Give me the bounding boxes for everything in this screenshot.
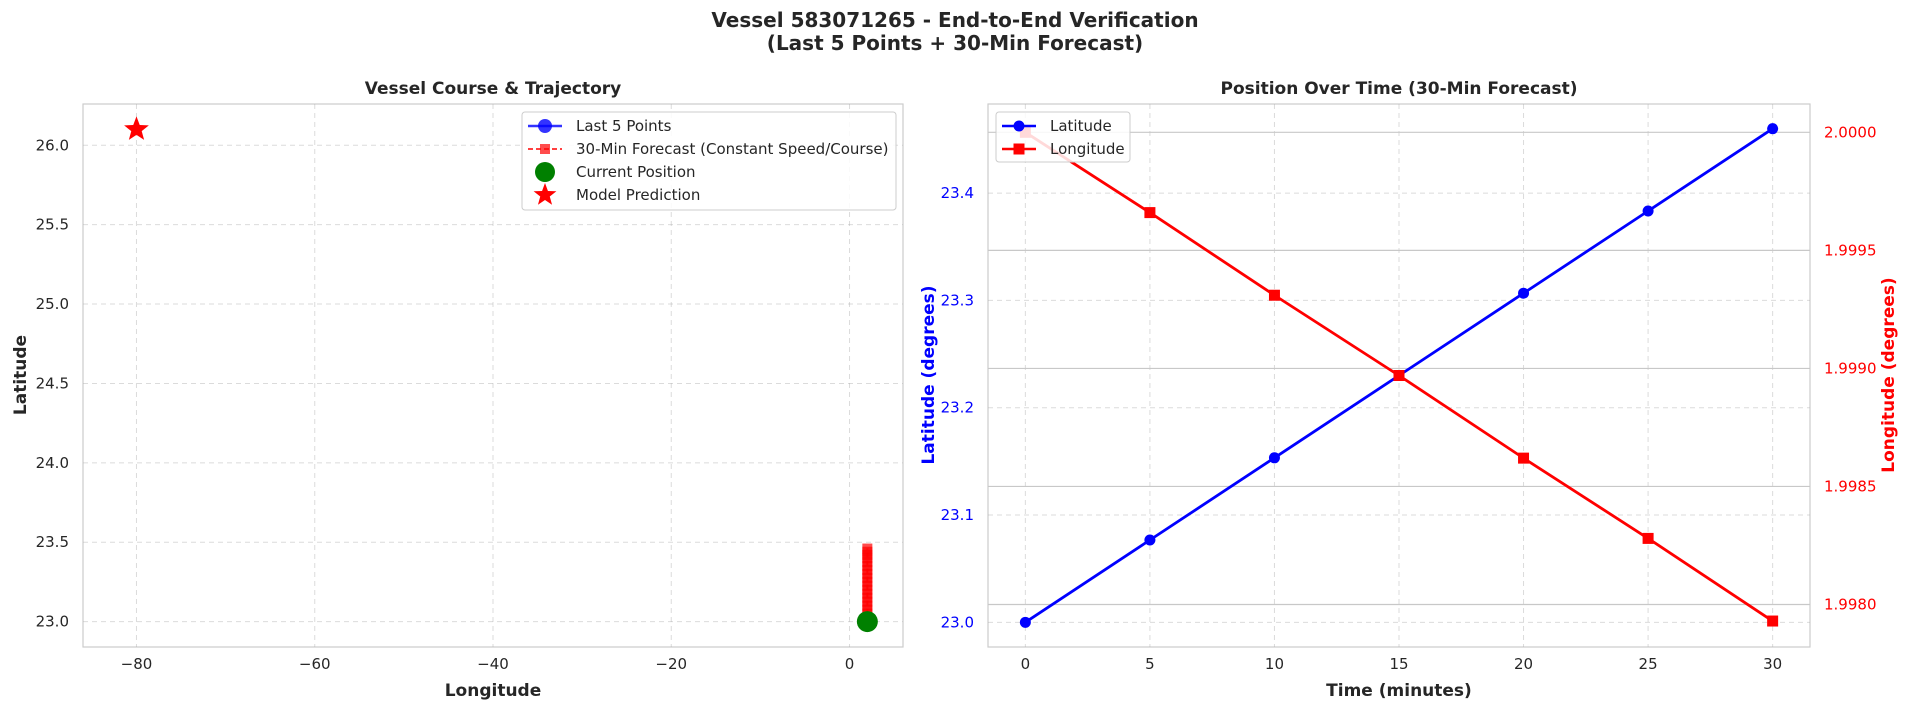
position-time-chart: 0 5 10 15 20 25 30 23.0 23.1 23.2 23.3 23.4 1.9980 1.…: [919, 79, 1899, 701]
longitude-tick-label: 1.9995: [1824, 241, 1877, 259]
legend-item-longitude: Longitude: [1002, 140, 1125, 158]
trajectory-ytick-label: 23.5: [36, 533, 69, 551]
time-tick-label: 10: [1265, 655, 1284, 673]
latitude-point: [1642, 205, 1654, 217]
legend-marker-prediction: [533, 183, 557, 205]
trajectory-ytick-label: 24.5: [36, 374, 69, 392]
legend-item-model-prediction: Model Prediction: [533, 183, 700, 205]
model-prediction-marker: [124, 116, 149, 140]
trajectory-legend-box: [521, 111, 897, 211]
latitude-point: [1019, 616, 1031, 628]
legend-label-latitude: Latitude: [1050, 117, 1112, 135]
latitude-axis-label: Latitude (degrees): [919, 285, 939, 464]
trajectory-ytick-label: 26.0: [36, 136, 69, 154]
latitude-tick-label: 23.3: [941, 291, 974, 309]
longitude-tick-label: 1.9980: [1824, 596, 1877, 614]
trajectory-ytick-label: 24.0: [36, 454, 69, 472]
time-tick-label: 30: [1763, 655, 1782, 673]
legend-label-current: Current Position: [576, 163, 696, 181]
latitude-tick-label: 23.0: [941, 613, 974, 631]
longitude-point: [1642, 532, 1654, 544]
legend-label-forecast: 30-Min Forecast (Constant Speed/Course): [576, 140, 888, 158]
longitude-tick-label: 1.9985: [1824, 477, 1877, 495]
legend-item-latitude: Latitude: [1002, 117, 1112, 135]
latitude-tick-label: 23.1: [941, 506, 974, 524]
time-tick-label: 15: [1389, 655, 1408, 673]
longitude-axis-label: Longitude (degrees): [1879, 277, 1899, 472]
legend-marker-latitude: [1013, 120, 1025, 132]
time-tick-label: 25: [1639, 655, 1658, 673]
time-tick-label: 5: [1145, 655, 1155, 673]
legend-item-forecast: 30-Min Forecast (Constant Speed/Course): [528, 140, 888, 158]
latitude-point: [1518, 287, 1530, 299]
longitude-point: [1393, 370, 1405, 381]
forecast-point: [862, 543, 873, 554]
time-tick-label: 0: [1021, 655, 1031, 673]
legend-label-last5: Last 5 Points: [576, 117, 672, 135]
position-time-xlabel: Time (minutes): [1326, 681, 1472, 701]
trajectory-xtick-label: 0: [845, 655, 855, 673]
longitude-tick-label: 1.9990: [1824, 359, 1877, 377]
legend-marker-forecast: [540, 144, 550, 154]
legend-marker-last5: [538, 119, 552, 133]
position-time-legend: Latitude Longitude: [995, 111, 1131, 163]
legend-label-prediction: Model Prediction: [576, 186, 700, 204]
legend-label-longitude: Longitude: [1050, 140, 1125, 158]
time-tick-label: 20: [1514, 655, 1533, 673]
position-time-chart-title: Position Over Time (30-Min Forecast): [1220, 79, 1577, 99]
current-position-marker: [856, 611, 878, 633]
legend-marker-longitude: [1013, 143, 1025, 155]
latitude-tick-label: 23.2: [941, 399, 974, 417]
latitude-point: [1268, 452, 1280, 464]
legend-item-current-position: Current Position: [535, 162, 696, 182]
longitude-point: [1144, 207, 1156, 219]
longitude-point: [1767, 615, 1779, 627]
trajectory-xtick-label: −80: [121, 655, 153, 673]
trajectory-grid: [83, 104, 903, 647]
trajectory-ticks: −80 −60 −40 −20 0 23.0 23.5 24.0 24.5 25.0 25.5 26.…: [36, 136, 855, 673]
trajectory-ytick-label: 23.0: [36, 613, 69, 631]
trajectory-ytick-label: 25.5: [36, 216, 69, 234]
longitude-tick-label: 2.0000: [1824, 123, 1877, 141]
latitude-tick-label: 23.4: [941, 184, 974, 202]
trajectory-xtick-label: −20: [655, 655, 687, 673]
trajectory-chart-title: Vessel Course & Trajectory: [365, 79, 622, 99]
trajectory-chart: −80 −60 −40 −20 0 23.0 23.5 24.0 24.5 25.0 25.5 26.…: [11, 79, 904, 701]
legend-item-last-5-points: Last 5 Points: [528, 117, 672, 135]
longitude-point: [1268, 289, 1280, 301]
position-time-ticks: 0 5 10 15 20 25 30 23.0 23.1 23.2 23.3 23.4 1.9980 1.…: [941, 123, 1877, 673]
latitude-point: [1767, 123, 1779, 135]
trajectory-ylabel: Latitude: [11, 335, 31, 415]
latitude-point: [1144, 534, 1156, 546]
trajectory-ytick-label: 25.0: [36, 295, 69, 313]
trajectory-series: [124, 116, 878, 633]
figure-title-line2: (Last 5 Points + 30-Min Forecast): [767, 31, 1143, 55]
longitude-point: [1518, 452, 1530, 464]
legend-marker-current: [535, 162, 555, 182]
trajectory-xlabel: Longitude: [445, 681, 542, 701]
figure-title-line1: Vessel 583071265 - End-to-End Verificati…: [711, 8, 1198, 32]
trajectory-xtick-label: −40: [477, 655, 509, 673]
trajectory-xtick-label: −60: [299, 655, 331, 673]
trajectory-legend: Last 5 Points 30-Min Forecast (Constant …: [521, 111, 897, 211]
